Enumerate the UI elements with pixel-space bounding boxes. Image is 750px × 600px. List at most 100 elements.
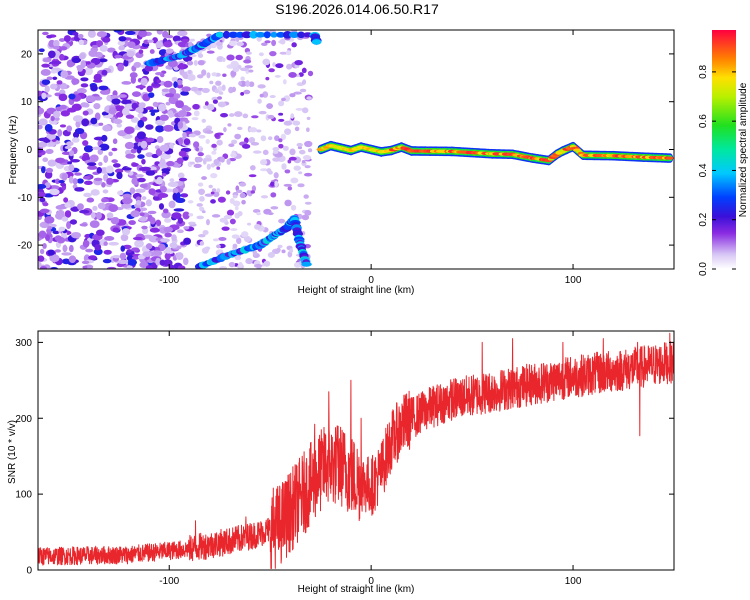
spectrogram-cell xyxy=(41,63,50,68)
spectrogram-cell xyxy=(221,57,226,62)
spectrogram-cell xyxy=(112,163,121,168)
spectrogram-cell xyxy=(38,184,47,190)
spectrogram-cell xyxy=(274,75,281,78)
spectrogram-cell xyxy=(251,185,257,192)
spectrogram-cell xyxy=(49,254,60,263)
spectrogram-cell xyxy=(222,73,227,77)
spectrogram-cell xyxy=(45,148,54,155)
spectrogram-cell xyxy=(180,90,190,96)
spectrogram-cell xyxy=(205,138,210,145)
spectrogram-cell xyxy=(130,75,136,84)
spectrogram-cell xyxy=(181,193,189,198)
spectrogram-cell xyxy=(193,141,200,148)
spectrogram-cell xyxy=(173,81,178,88)
spectrogram-cell xyxy=(148,235,159,243)
spectrogram-cell xyxy=(39,248,45,255)
spectrogram-cell xyxy=(103,241,108,246)
spectrogram-cell xyxy=(278,138,283,143)
spectrogram-cell xyxy=(101,69,108,76)
spectrogram-cell xyxy=(94,112,101,121)
spectrogram-cell xyxy=(248,137,256,144)
spectrogram-cell xyxy=(61,258,71,265)
spectrogram-cell xyxy=(127,171,134,176)
spectrogram-cell xyxy=(66,61,74,68)
spectrogram-cell xyxy=(131,256,139,260)
spectrogram-cell xyxy=(165,101,171,106)
spectrogram-cell xyxy=(79,209,90,214)
spectrogram-cell xyxy=(105,165,114,174)
spectrogram-cell xyxy=(128,220,136,226)
snr-plot-area xyxy=(38,331,674,570)
spectrogram-cell xyxy=(257,84,266,89)
spectrogram-cell xyxy=(177,265,186,269)
spectrogram-cell xyxy=(201,210,206,214)
spectrogram-cell xyxy=(46,76,53,81)
spectrogram-cell xyxy=(45,167,54,174)
spectrogram-cell xyxy=(176,157,184,164)
spectrogram-cell xyxy=(90,212,96,219)
spectrogram-cell xyxy=(248,174,257,178)
spectrogram-cell xyxy=(248,69,254,73)
spectrogram-cell xyxy=(228,113,235,117)
spectrogram-cell xyxy=(175,100,185,109)
spectrogram-cell xyxy=(234,206,239,211)
spectrogram-cell xyxy=(66,125,73,132)
spectrogram-cell xyxy=(303,194,309,199)
spectrogram-cell xyxy=(177,121,184,129)
spectrogram-cell xyxy=(228,261,236,268)
spectrogram-cell xyxy=(177,79,183,86)
spectrogram-cell xyxy=(272,62,276,67)
spectrogram-cell xyxy=(199,241,205,246)
spectrogram-cell xyxy=(71,231,82,239)
spectrogram-cell xyxy=(289,248,294,254)
spectrogram-cell xyxy=(267,251,275,259)
spectrogram-cell xyxy=(152,195,160,201)
spectrogram-cell xyxy=(266,103,274,109)
spectrogram-cell xyxy=(269,181,275,187)
spectrogram-cell xyxy=(124,141,135,150)
spectrogram-cell xyxy=(131,91,142,98)
spectrogram-cell xyxy=(38,124,43,130)
spectrogram-cell xyxy=(72,177,78,185)
spectrogram-cell xyxy=(197,59,205,66)
spectrogram-cell xyxy=(187,74,196,81)
spectrogram-cell xyxy=(155,219,162,227)
spectrogram-cell xyxy=(206,103,215,111)
spectrogram-cell xyxy=(171,212,182,220)
spectrogram-cell xyxy=(145,152,154,158)
spectrogram-cell xyxy=(69,219,77,225)
spectrogram-cell xyxy=(210,172,218,179)
spectrogram-cell xyxy=(76,88,87,94)
spectrogram-cell xyxy=(248,127,258,133)
spectrogram-cell xyxy=(74,128,85,135)
spectrogram-cell xyxy=(278,100,285,107)
spectrogram-cell xyxy=(80,83,89,88)
spectrogram-cell xyxy=(99,143,110,151)
spectrogram-cell xyxy=(272,146,280,152)
spectrogram-cell xyxy=(74,172,82,176)
spectrogram-cell xyxy=(117,259,129,265)
spectrogram-cell xyxy=(210,163,216,168)
spectrogram-cell xyxy=(42,202,49,207)
spectrogram-cell xyxy=(187,69,192,75)
spectrogram-cell xyxy=(44,85,50,93)
spectrogram-cell xyxy=(219,217,228,223)
spectrogram-cell xyxy=(177,30,188,37)
spectrogram-cell xyxy=(221,84,226,91)
spectrogram-cell xyxy=(182,156,189,161)
spectrogram-cell xyxy=(68,255,77,264)
spectrogram-cell xyxy=(129,187,136,194)
spectrogram-cell xyxy=(47,249,55,256)
spectrogram-cell xyxy=(289,148,296,156)
spectrogram-cell xyxy=(296,82,305,87)
spectrogram-cell xyxy=(61,216,69,222)
spectrogram-cell xyxy=(218,236,227,241)
spectrogram-cell xyxy=(264,40,271,44)
spectrogram-cell xyxy=(159,158,166,167)
spectrogram-cell xyxy=(160,185,167,193)
spectrogram-y-tick-label: 0 xyxy=(26,145,32,156)
spectrogram-cell xyxy=(218,91,224,95)
spectrogram-cell xyxy=(38,118,48,126)
spectrogram-cell xyxy=(144,65,154,72)
